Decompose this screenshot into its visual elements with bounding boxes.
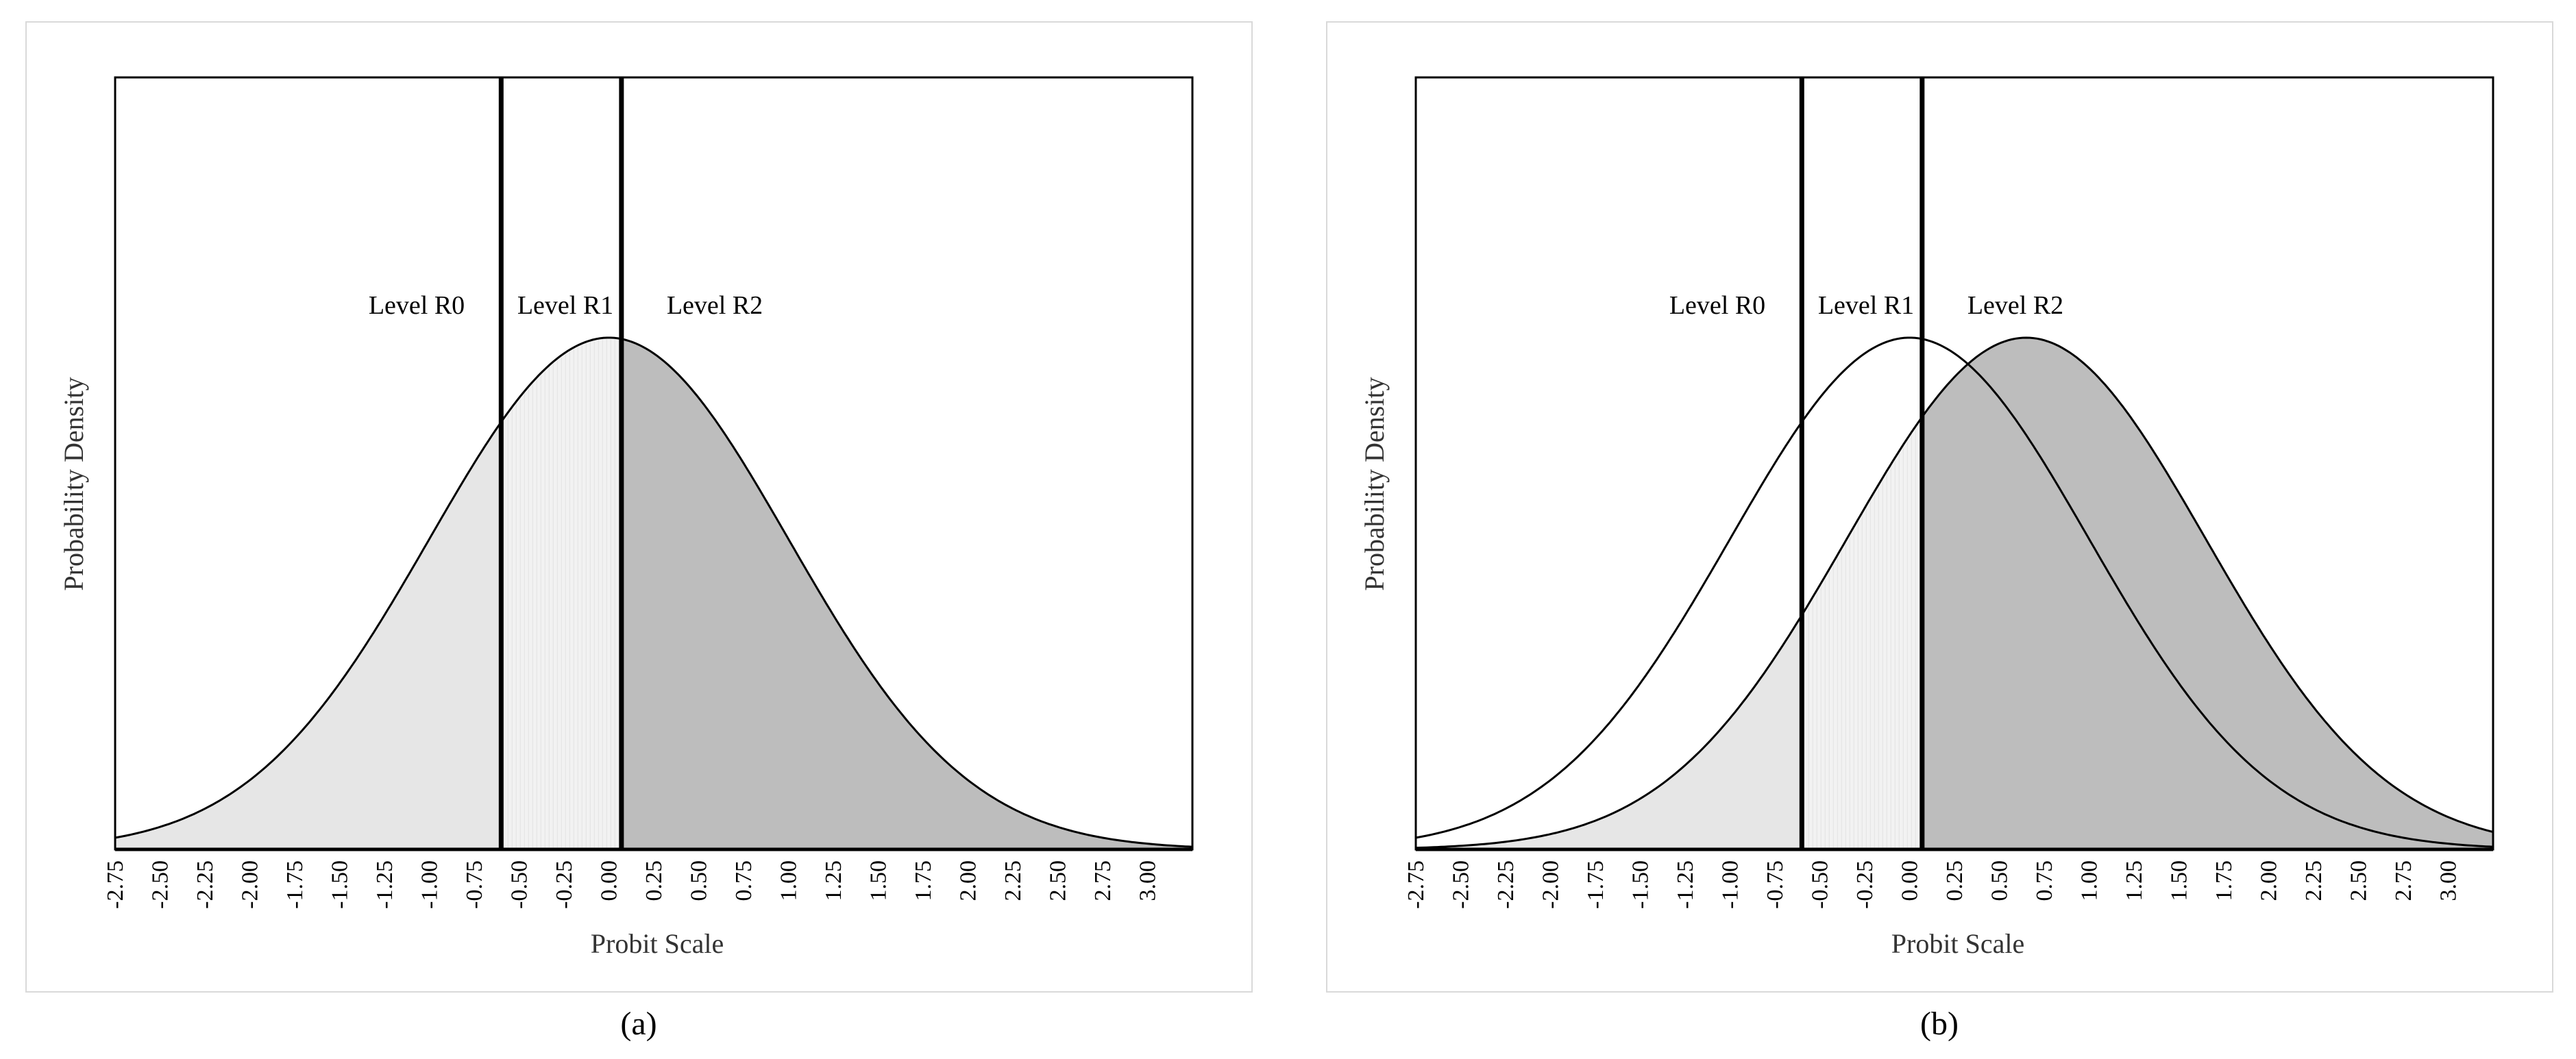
- density-curve-1: [114, 336, 1193, 848]
- x-tick-label: -2.75: [1403, 860, 1429, 909]
- x-tick-label: 0.25: [641, 860, 667, 901]
- region-fill-r0: [1416, 615, 1802, 849]
- x-tick-label: -2.75: [103, 860, 128, 909]
- x-tick-label: 0.75: [731, 860, 757, 901]
- x-tick-label: -0.25: [552, 860, 577, 909]
- x-tick-label: 2.25: [2301, 860, 2327, 901]
- x-tick-label: -2.50: [148, 860, 173, 909]
- x-tick-label: 1.25: [821, 860, 846, 901]
- x-tick-label: 3.00: [1136, 860, 1161, 901]
- x-tick-label: -0.50: [507, 860, 532, 909]
- x-tick-label: -1.25: [1673, 860, 1698, 909]
- x-tick-label: -1.00: [417, 860, 443, 909]
- x-tick-label: -2.25: [1493, 860, 1519, 909]
- x-tick-label: -0.50: [1808, 860, 1833, 909]
- x-tick-label: 0.75: [2032, 860, 2057, 901]
- y-axis-title: Probability Density: [58, 377, 89, 590]
- density-curve-1: [1415, 336, 2494, 848]
- y-axis-title: Probability Density: [1359, 377, 1390, 590]
- region-label-r2: Level R2: [667, 291, 763, 320]
- x-tick-label: 0.25: [1942, 860, 1967, 901]
- x-tick-label: 1.50: [866, 860, 892, 901]
- x-tick-label: 0.00: [1898, 860, 1923, 901]
- panel-frame: [25, 21, 1253, 993]
- x-tick-label: 2.75: [2391, 860, 2416, 901]
- region-label-r2: Level R2: [1967, 291, 2063, 320]
- x-tick-label: 1.50: [2167, 860, 2192, 901]
- x-tick-label: -2.25: [193, 860, 218, 909]
- x-tick-label: -2.00: [1538, 860, 1564, 909]
- x-tick-label: 2.00: [2257, 860, 2282, 901]
- region-fill-r0: [115, 422, 502, 849]
- region-fill-r2: [1922, 338, 2493, 849]
- panel-frame: [1326, 21, 2553, 993]
- x-tick-label: 2.00: [956, 860, 981, 901]
- region-label-r1: Level R1: [1818, 291, 1914, 320]
- x-tick-label: -0.75: [1763, 860, 1788, 909]
- x-tick-label: -1.75: [282, 860, 308, 909]
- x-tick-label: 1.25: [2122, 860, 2147, 901]
- x-tick-label: 1.00: [776, 860, 802, 901]
- x-tick-label: -0.25: [1852, 860, 1878, 909]
- panel-b: Level R0 Level R1 Level R2-2.75 -2.50 -2.25-…: [1326, 21, 2553, 1042]
- region-label-r1: Level R1: [517, 291, 613, 320]
- x-tick-label: -1.00: [1718, 860, 1743, 909]
- x-tick-label: -1.25: [372, 860, 397, 909]
- x-tick-label: 0.50: [1987, 860, 2013, 901]
- x-tick-label: 2.25: [1001, 860, 1026, 901]
- x-axis-title: Probit Scale: [591, 928, 724, 959]
- x-tick-label: -2.00: [238, 860, 263, 909]
- x-tick-label: 2.50: [2346, 860, 2372, 901]
- x-tick-label: 3.00: [2436, 860, 2462, 901]
- x-tick-label: 1.75: [911, 860, 936, 901]
- panel-a: Level R0 Level R1 Level R2-2.75 -2.50 -2.25-…: [25, 21, 1253, 1042]
- panel-caption: (b): [1920, 1006, 1959, 1042]
- region-fill-r2: [621, 338, 1192, 849]
- x-axis-title: Probit Scale: [1891, 928, 2024, 959]
- x-tick-label: -1.50: [328, 860, 353, 909]
- x-tick-label: 1.00: [2077, 860, 2102, 901]
- x-tick-label: -1.75: [1583, 860, 1608, 909]
- x-tick-label: -1.50: [1628, 860, 1654, 909]
- region-label-r0: Level R0: [1669, 291, 1765, 320]
- region-label-r0: Level R0: [369, 291, 465, 320]
- x-tick-label: 2.50: [1046, 860, 1071, 901]
- x-tick-label: 0.00: [597, 860, 622, 901]
- x-tick-label: -2.50: [1449, 860, 1474, 909]
- density-curve-2: [1415, 336, 2494, 849]
- x-tick-label: 2.75: [1090, 860, 1116, 901]
- x-tick-label: -0.75: [462, 860, 487, 909]
- x-tick-label: 0.50: [687, 860, 712, 901]
- panel-caption: (a): [620, 1006, 657, 1042]
- x-tick-label: 1.75: [2211, 860, 2237, 901]
